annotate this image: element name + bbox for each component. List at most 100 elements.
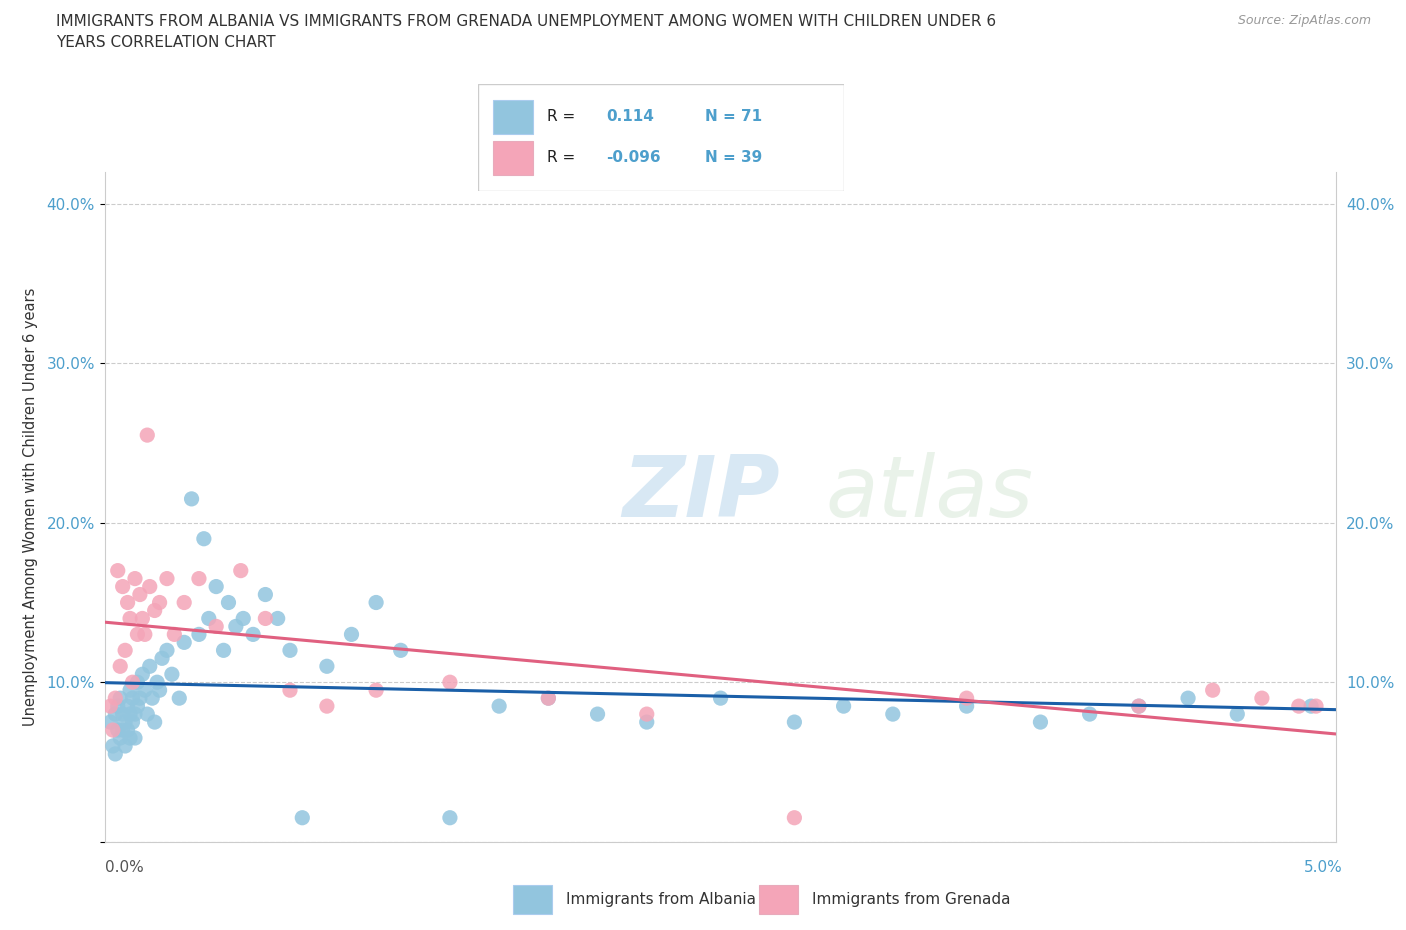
Point	[143, 603, 166, 618]
Point	[832, 698, 855, 713]
Text: N = 71: N = 71	[704, 109, 762, 124]
Point	[205, 619, 228, 634]
Point	[131, 667, 153, 682]
Point	[537, 691, 560, 706]
Point	[149, 683, 172, 698]
Point	[127, 627, 149, 642]
Point	[141, 691, 163, 706]
Point	[278, 643, 301, 658]
Point	[188, 627, 211, 642]
Point	[1029, 714, 1052, 729]
Point	[163, 627, 186, 642]
Point	[150, 651, 173, 666]
Point	[586, 707, 609, 722]
Point	[117, 698, 139, 713]
Point	[110, 691, 132, 706]
Point	[129, 587, 152, 602]
Point	[120, 731, 141, 746]
Point	[107, 723, 129, 737]
Point	[366, 595, 388, 610]
Point	[439, 810, 461, 825]
Text: YEARS CORRELATION CHART: YEARS CORRELATION CHART	[56, 35, 276, 50]
Point	[160, 667, 183, 682]
Bar	[759, 885, 799, 914]
Text: ZIP: ZIP	[621, 452, 780, 535]
Point	[136, 707, 159, 722]
Point	[129, 691, 152, 706]
Point	[783, 714, 806, 729]
Point	[173, 595, 195, 610]
Point	[156, 571, 179, 586]
Point	[131, 611, 153, 626]
Point	[1301, 698, 1323, 713]
Point	[173, 635, 195, 650]
Point	[114, 714, 136, 729]
Point	[120, 683, 141, 698]
Point	[124, 731, 146, 746]
Point	[316, 698, 339, 713]
Point	[124, 707, 146, 722]
Y-axis label: Unemployment Among Women with Children Under 6 years: Unemployment Among Women with Children U…	[24, 287, 38, 726]
Point	[291, 810, 314, 825]
Point	[710, 691, 733, 706]
Point	[127, 675, 149, 690]
Point	[636, 707, 658, 722]
Point	[134, 683, 156, 698]
Point	[149, 595, 172, 610]
Text: Immigrants from Albania: Immigrants from Albania	[565, 892, 756, 908]
Point	[254, 611, 277, 626]
Point	[242, 627, 264, 642]
Point	[156, 643, 179, 658]
Point	[340, 627, 363, 642]
Point	[120, 707, 141, 722]
Point	[107, 698, 129, 713]
Point	[180, 491, 202, 506]
Point	[389, 643, 412, 658]
Text: IMMIGRANTS FROM ALBANIA VS IMMIGRANTS FROM GRENADA UNEMPLOYMENT AMONG WOMEN WITH: IMMIGRANTS FROM ALBANIA VS IMMIGRANTS FR…	[56, 14, 997, 29]
Point	[205, 579, 228, 594]
Point	[117, 723, 139, 737]
Point	[254, 587, 277, 602]
Point	[783, 810, 806, 825]
Text: N = 39: N = 39	[704, 150, 762, 165]
Point	[110, 658, 132, 673]
Point	[120, 611, 141, 626]
Point	[316, 658, 339, 673]
Point	[278, 683, 301, 698]
Point	[98, 698, 122, 713]
Point	[169, 691, 191, 706]
Text: -0.096: -0.096	[606, 150, 661, 165]
Point	[193, 531, 215, 546]
Point	[121, 714, 143, 729]
Point	[636, 714, 658, 729]
Point	[146, 675, 169, 690]
Text: 0.0%: 0.0%	[105, 860, 145, 875]
Point	[104, 707, 127, 722]
Point	[956, 698, 979, 713]
Point	[111, 723, 134, 737]
Bar	[492, 100, 533, 134]
Text: 0.114: 0.114	[606, 109, 654, 124]
Text: Immigrants from Grenada: Immigrants from Grenada	[813, 892, 1011, 908]
Point	[98, 714, 122, 729]
Point	[439, 675, 461, 690]
Point	[225, 619, 247, 634]
Point	[114, 643, 136, 658]
Point	[104, 747, 127, 762]
Point	[1288, 698, 1310, 713]
Point	[110, 731, 132, 746]
Point	[1177, 691, 1199, 706]
Point	[1128, 698, 1150, 713]
Bar	[513, 885, 551, 914]
Point	[1078, 707, 1101, 722]
Point	[882, 707, 904, 722]
Point	[101, 738, 124, 753]
Point	[229, 564, 252, 578]
Point	[121, 675, 143, 690]
Text: R =: R =	[547, 109, 575, 124]
Point	[1226, 707, 1249, 722]
Point	[537, 691, 560, 706]
Point	[139, 658, 162, 673]
Point	[114, 738, 136, 753]
Point	[107, 564, 129, 578]
